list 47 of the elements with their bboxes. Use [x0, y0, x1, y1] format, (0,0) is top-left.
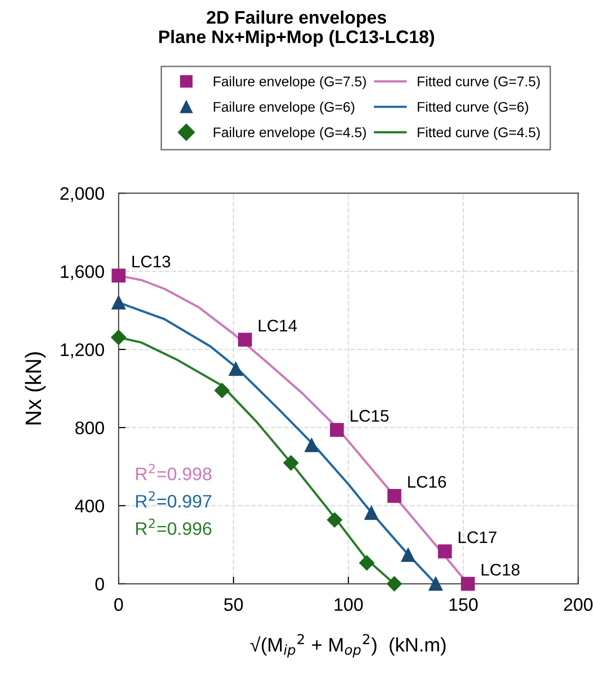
- y-tick-label: 2,000: [60, 187, 104, 202]
- annotation: LC13: [132, 256, 170, 268]
- x-axis-title: √(M$_{ip}$$^{2}$ + M$_{op}$$^{2}$) (kN.m): [250, 634, 446, 658]
- point: [438, 544, 452, 558]
- annotation: LC14: [258, 320, 297, 332]
- point: [327, 512, 342, 528]
- point: [304, 438, 319, 452]
- point: [111, 330, 126, 345]
- x-tick-label: 50: [224, 598, 243, 611]
- annotation: LC17: [458, 531, 496, 544]
- annotation: LC18: [482, 564, 520, 576]
- x-tick-label: 200: [564, 598, 593, 611]
- x-tick-label: 100: [334, 598, 363, 611]
- y-tick-label: 800: [75, 421, 104, 434]
- point: [330, 422, 344, 437]
- annotation: LC16: [408, 476, 446, 488]
- point: [228, 362, 243, 376]
- y-tick-label: 400: [75, 500, 104, 512]
- legend-label: Failure envelope (G=7.5): [214, 76, 366, 90]
- point: [387, 488, 402, 503]
- point: [460, 576, 475, 591]
- legend-label: Failure envelope (G=4.5): [214, 127, 366, 140]
- legend-label: Fitted curve (G=7.5): [418, 76, 540, 90]
- point: [401, 548, 416, 562]
- legend-label: Failure envelope (G=6): [214, 102, 354, 115]
- point: [112, 268, 126, 283]
- point: [428, 576, 443, 591]
- y-axis-title: Nx (kN): [24, 352, 46, 424]
- legend-label: Fitted curve (G=4.5): [418, 127, 540, 140]
- point: [214, 382, 230, 398]
- annotation: LC15: [350, 410, 389, 422]
- point: [386, 576, 402, 592]
- x-tick-label: 150: [450, 598, 478, 611]
- y-tick-label: 1,600: [60, 265, 104, 280]
- annotation: R$^{2}$=0.998: [136, 464, 212, 480]
- annotation: R$^{2}$=0.997: [136, 491, 212, 508]
- point: [238, 332, 252, 347]
- x-tick-label: 0: [114, 598, 123, 611]
- legend-label: Fitted curve (G=6): [418, 102, 528, 115]
- point: [364, 506, 378, 520]
- y-tick-label: 1,200: [60, 343, 104, 358]
- chart-title: 2D Failure envelopes Plane Nx+Mip+Mop (LC13-LC18): [159, 10, 434, 47]
- point: [283, 455, 299, 470]
- annotation: R$^{2}$=0.996: [136, 518, 212, 536]
- y-tick-label: 0: [95, 578, 104, 591]
- point: [112, 296, 126, 310]
- point: [359, 555, 374, 570]
